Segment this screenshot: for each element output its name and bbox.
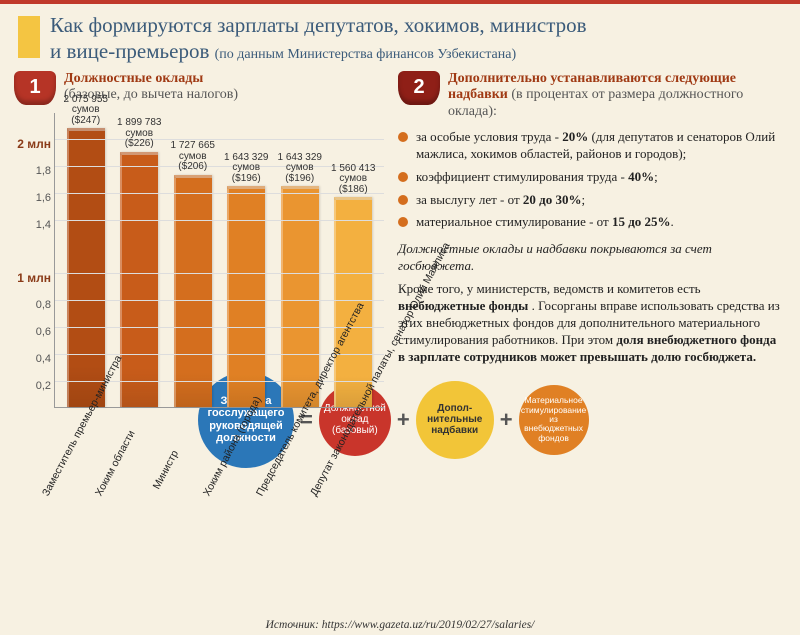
formula-plus-sign: + [397, 407, 410, 433]
extra-funds-paragraph: Кроме того, у министерств, ведомств и ко… [398, 281, 786, 365]
bar-wrap: 2 075 955 сумов ($247) [61, 95, 111, 407]
allowance-item: коэффициент стимулирования труда - 40%; [398, 169, 786, 186]
allowance-item: материальное стимулирование - от 15 до 2… [398, 214, 786, 231]
formula-circle: Материальное стимулирование из внебюджет… [519, 385, 589, 455]
allowance-item: за выслугу лет - от 20 до 30%; [398, 192, 786, 209]
y-tick: 0,8 [15, 299, 51, 311]
title-line1: Как формируются зарплаты депутатов, хоки… [50, 13, 587, 37]
allowance-item: за особые условия труда - 20% (для депут… [398, 129, 786, 163]
source-line: Источник: https://www.gazeta.uz/ru/2019/… [0, 619, 800, 631]
bullet-dot-icon [398, 217, 408, 227]
badge-2: 2 [398, 71, 440, 105]
allowance-text: за выслугу лет - от 20 до 30%; [416, 192, 585, 209]
bar-wrap: 1 643 329 сумов ($196) [275, 153, 325, 407]
y-tick: 2 млн [15, 137, 51, 151]
bar-value-label: 1 727 665 сумов ($206) [171, 141, 216, 173]
bar [334, 197, 372, 406]
section-1-title-bold: Должностные оклады [64, 71, 203, 86]
title-marker [18, 16, 40, 58]
budget-note: Должностные оклады и надбавки покрываютс… [398, 241, 786, 275]
y-tick: 1,8 [15, 165, 51, 177]
allowance-list: за особые условия труда - 20% (для депут… [398, 129, 786, 231]
badge-1: 1 [14, 71, 56, 105]
bar-wrap: 1 560 413 сумов ($186) [328, 164, 378, 407]
title-line2a: и вице-премьеров [50, 39, 215, 63]
para-a: Кроме того, у министерств, ведомств и ко… [398, 281, 701, 296]
page-title: Как формируются зарплаты депутатов, хоки… [50, 12, 784, 65]
y-tick: 1,4 [15, 219, 51, 231]
y-tick: 0,6 [15, 326, 51, 338]
bullet-dot-icon [398, 172, 408, 182]
section-2-head: 2 Дополнительно устанавливаются следующи… [398, 71, 786, 121]
formula-plus-sign: + [500, 407, 513, 433]
title-block: Как формируются зарплаты депутатов, хоки… [0, 4, 800, 71]
bar-value-label: 1 643 329 сумов ($196) [224, 153, 269, 185]
formula-circle: Допол- нительные надбавки [416, 381, 494, 459]
allowance-text: материальное стимулирование - от 15 до 2… [416, 214, 674, 231]
right-column: 2 Дополнительно устанавливаются следующи… [398, 71, 786, 484]
bullet-dot-icon [398, 132, 408, 142]
title-line2b: (по данным Министерства финансов Узбекис… [215, 47, 517, 62]
y-tick: 0,4 [15, 353, 51, 365]
y-tick: 0,2 [15, 380, 51, 392]
bar [174, 175, 212, 407]
section-2-title: Дополнительно устанавливаются следующие … [448, 71, 786, 121]
bar-value-label: 1 899 783 сумов ($226) [117, 118, 162, 150]
bar-wrap: 1 643 329 сумов ($196) [221, 153, 271, 407]
allowance-text: за особые условия труда - 20% (для депут… [416, 129, 786, 163]
y-tick: 1,6 [15, 192, 51, 204]
bar-value-label: 2 075 955 сумов ($247) [64, 95, 109, 127]
bullet-dot-icon [398, 195, 408, 205]
y-tick: 1 млн [15, 271, 51, 285]
bar-value-label: 1 560 413 сумов ($186) [331, 164, 376, 196]
bar [67, 128, 105, 406]
bar-value-label: 1 643 329 сумов ($196) [278, 153, 323, 185]
allowance-text: коэффициент стимулирования труда - 40%; [416, 169, 658, 186]
bar [120, 152, 158, 407]
